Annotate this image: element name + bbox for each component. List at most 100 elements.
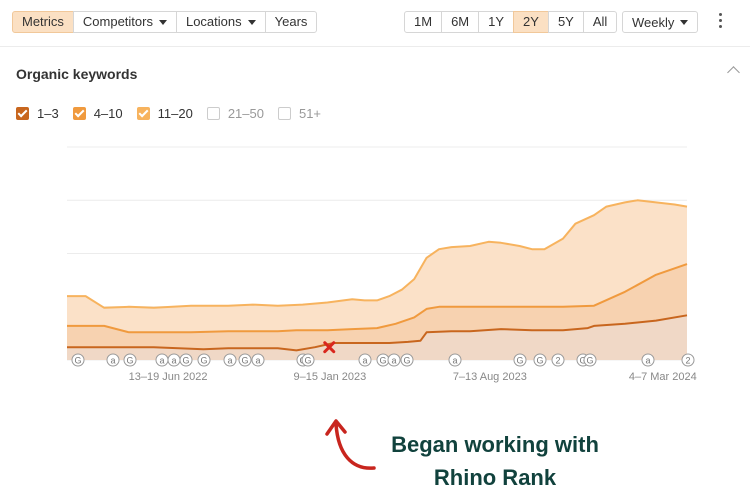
range-1y[interactable]: 1Y: [478, 11, 515, 33]
legend-label: 4–10: [93, 106, 123, 121]
legend-label: 1–3: [37, 106, 59, 121]
event-badge[interactable]: a: [387, 353, 401, 367]
event-badge-label: G: [304, 356, 311, 366]
event-badge-label: G: [200, 356, 207, 366]
event-badge[interactable]: a: [251, 353, 265, 367]
x-tick-label: 13–19 Jun 2022: [129, 371, 208, 383]
event-badge[interactable]: G: [533, 353, 547, 367]
event-badge[interactable]: G: [583, 353, 597, 367]
range-5y[interactable]: 5Y: [547, 11, 584, 33]
legend-item-0[interactable]: 1–3: [16, 106, 59, 121]
event-badge[interactable]: a: [155, 353, 169, 367]
event-badge-label: G: [182, 356, 189, 366]
legend-label: 21–50: [227, 106, 264, 121]
event-badge-label: G: [403, 356, 410, 366]
legend-label: 11–20: [157, 106, 193, 121]
event-badge-label: G: [516, 356, 523, 366]
event-badge-label: a: [362, 356, 367, 366]
event-badge[interactable]: a: [223, 353, 237, 367]
event-badge-label: G: [379, 356, 386, 366]
event-badge[interactable]: a: [641, 353, 655, 367]
event-badge[interactable]: 2: [551, 353, 565, 367]
tab-years[interactable]: Years: [264, 11, 318, 33]
legend-item-2[interactable]: 11–20: [136, 106, 193, 121]
series-line: [67, 263, 688, 334]
event-badge[interactable]: G: [71, 353, 85, 367]
checkbox-icon: [277, 107, 291, 120]
tab-locations[interactable]: Locations: [175, 11, 266, 33]
legend-item-3[interactable]: 21–50: [206, 106, 264, 121]
checkbox-icon: [72, 107, 86, 120]
event-badge-label: G: [579, 356, 586, 366]
event-badge-label: a: [391, 356, 396, 366]
metrics-segment: Metrics Competitors Locations Years: [12, 11, 318, 33]
event-badge-label: a: [110, 356, 115, 366]
event-badge[interactable]: G: [513, 353, 527, 367]
event-badge-label: 2: [555, 356, 560, 366]
chevron-down-icon: [158, 19, 167, 25]
event-badge-label: a: [227, 356, 232, 366]
event-badge-label: a: [159, 356, 164, 366]
annotation-text: Began working with Rhino Rank: [391, 432, 599, 490]
event-badge[interactable]: G: [301, 353, 315, 367]
event-badge-label: a: [171, 356, 176, 366]
range-segment: 1M 6M 1Y 2Y 5Y All: [404, 11, 618, 33]
chart-legend: 1–3 4–10 11–20 21–50 51+: [16, 106, 335, 121]
section-title: Organic keywords: [16, 66, 138, 82]
range-label: 2Y: [523, 14, 539, 29]
tab-label: Competitors: [82, 14, 153, 29]
event-badge[interactable]: G: [179, 353, 193, 367]
chevron-up-icon[interactable]: [727, 66, 740, 79]
checkbox-icon: [206, 107, 220, 120]
checkbox-icon: [136, 107, 150, 120]
event-badge[interactable]: G: [400, 353, 414, 367]
event-badges: GaGaaGGaGaGGaGaGaGG2GGa2: [71, 353, 695, 367]
event-badge-label: a: [452, 356, 457, 366]
x-tick-label: 4–7 Mar 2024: [629, 371, 697, 383]
x-tick-label: 9–15 Jan 2023: [293, 371, 366, 383]
range-all[interactable]: All: [582, 11, 618, 33]
chevron-down-icon: [247, 19, 256, 25]
event-badge-label: G: [536, 356, 543, 366]
granularity-dropdown[interactable]: Weekly: [622, 11, 699, 33]
event-badge[interactable]: a: [167, 353, 181, 367]
range-label: 6M: [451, 14, 470, 29]
series-line: [67, 314, 688, 352]
event-badge[interactable]: a: [106, 353, 120, 367]
event-badge[interactable]: G: [376, 353, 390, 367]
series-0: [67, 314, 688, 360]
range-label: All: [592, 14, 608, 29]
event-badge[interactable]: a: [448, 353, 462, 367]
event-badge-label: G: [74, 356, 81, 366]
more-options-icon[interactable]: [719, 13, 723, 28]
tab-competitors[interactable]: Competitors: [72, 11, 177, 33]
tab-label: Years: [274, 14, 308, 29]
event-badge[interactable]: G: [123, 353, 137, 367]
range-label: 1Y: [488, 14, 505, 29]
chevron-down-icon: [680, 19, 689, 25]
event-badge[interactable]: a: [358, 353, 372, 367]
event-badge-label: a: [645, 356, 650, 366]
range-label: 1M: [414, 14, 433, 29]
series-line: [67, 199, 688, 309]
range-1m[interactable]: 1M: [404, 11, 443, 33]
granularity-label: Weekly: [632, 14, 675, 30]
event-badge[interactable]: 2: [681, 353, 695, 367]
event-badge-label: 2: [685, 356, 690, 366]
event-badge[interactable]: G: [238, 353, 252, 367]
toolbar: Metrics Competitors Locations Years 1M 6M 1Y 2…: [0, 0, 750, 47]
range-2y[interactable]: 2Y: [513, 11, 549, 33]
legend-item-4[interactable]: 51+: [277, 106, 321, 121]
range-6m[interactable]: 6M: [441, 11, 480, 33]
event-badge-label: a: [255, 356, 260, 366]
organic-keywords-chart: GaGaaGGaGaGGaGaGaGG2GGa213–19 Jun 20229–…: [67, 146, 697, 383]
tab-metrics[interactable]: Metrics: [12, 11, 74, 33]
x-marker-icon: [323, 341, 336, 354]
event-badge-label: G: [126, 356, 133, 366]
event-badge[interactable]: G: [197, 353, 211, 367]
event-badge-label: G: [241, 356, 248, 366]
annotation-arrow-icon: [325, 419, 376, 470]
checkbox-icon: [16, 107, 29, 120]
x-tick-label: 7–13 Aug 2023: [453, 371, 527, 383]
legend-item-1[interactable]: 4–10: [72, 106, 123, 121]
